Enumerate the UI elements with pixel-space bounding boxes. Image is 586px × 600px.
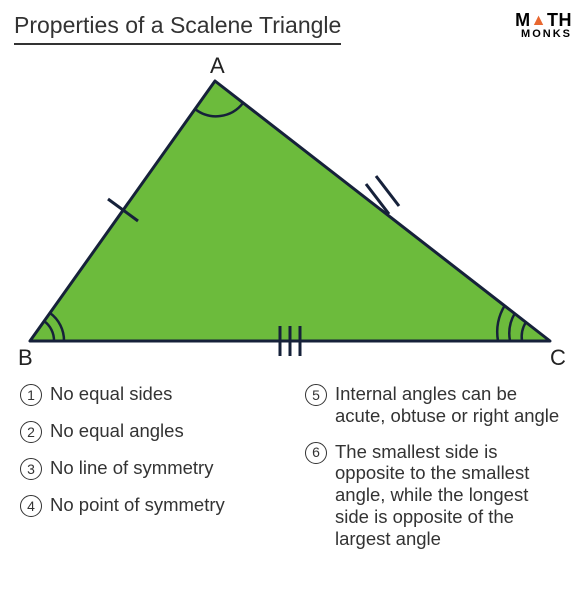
logo-subtext: MONKS [515, 29, 572, 39]
properties-col-left: 1 No equal sides 2 No equal angles 3 No … [20, 383, 281, 564]
property-item: 2 No equal angles [20, 420, 281, 443]
vertex-label-b: B [18, 345, 33, 370]
property-number: 2 [20, 421, 42, 443]
property-item: 4 No point of symmetry [20, 494, 281, 517]
triangle-icon: ▲ [531, 13, 547, 28]
page-title: Properties of a Scalene Triangle [14, 12, 341, 45]
logo-text-2: TH [547, 10, 572, 30]
properties-list: 1 No equal sides 2 No equal angles 3 No … [0, 381, 586, 564]
properties-col-right: 5 Internal angles can be acute, obtuse o… [305, 383, 566, 564]
property-item: 3 No line of symmetry [20, 457, 281, 480]
property-number: 5 [305, 384, 327, 406]
vertex-label-a: A [210, 53, 225, 78]
logo: M▲TH MONKS [515, 12, 572, 40]
property-number: 1 [20, 384, 42, 406]
logo-text-1: M [515, 10, 531, 30]
triangle-diagram: A B C [10, 51, 576, 381]
triangle-shape [30, 81, 550, 341]
property-number: 4 [20, 495, 42, 517]
vertex-label-c: C [550, 345, 566, 370]
property-text: No point of symmetry [50, 494, 225, 516]
property-text: No equal sides [50, 383, 172, 405]
property-text: No equal angles [50, 420, 184, 442]
property-item: 1 No equal sides [20, 383, 281, 406]
property-item: 5 Internal angles can be acute, obtuse o… [305, 383, 566, 427]
property-text: Internal angles can be acute, obtuse or … [335, 383, 566, 427]
property-text: No line of symmetry [50, 457, 213, 479]
property-number: 3 [20, 458, 42, 480]
header: Properties of a Scalene Triangle M▲TH MO… [0, 0, 586, 51]
property-item: 6 The smallest side is opposite to the s… [305, 441, 566, 550]
property-number: 6 [305, 442, 327, 464]
diagram-container: A B C [0, 51, 586, 381]
property-text: The smallest side is opposite to the sma… [335, 441, 566, 550]
